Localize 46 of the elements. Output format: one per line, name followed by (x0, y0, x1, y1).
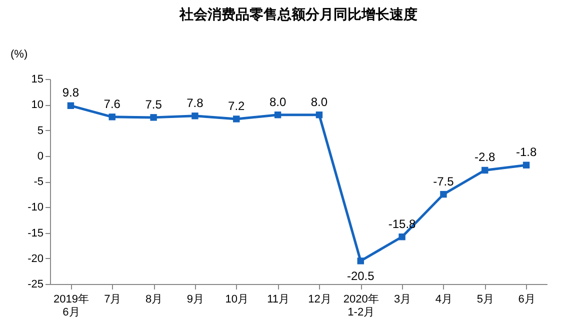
point (482, 166, 488, 174)
y-tick-label: 0 (37, 150, 44, 162)
y-tick-label: -15 (28, 227, 44, 240)
data-label: 7.8 (186, 96, 204, 110)
x-tick-label: 4月 (435, 294, 453, 306)
chart-title: 社会消费品零售总额分月同比增长速度 (178, 6, 418, 22)
x-tick-label: 11月 (267, 294, 290, 306)
y-tick-label: -10 (28, 202, 44, 214)
y-axis-title: (%) (10, 48, 28, 60)
point (192, 112, 198, 120)
point (440, 190, 447, 198)
x-tick-label: 6月 (518, 294, 536, 306)
point (67, 102, 74, 110)
y-tick-label: -25 (28, 278, 44, 290)
y-tick-label: 15 (31, 74, 44, 86)
data-label: 8.0 (310, 94, 328, 109)
y-tick-label: 5 (37, 124, 44, 137)
data-label: -2.8 (474, 150, 496, 164)
data-label: -7.5 (433, 174, 454, 188)
x-tick-label: 2020年 1-2月 (343, 294, 379, 318)
x-tick-label: 2019年 6月 (53, 294, 89, 318)
point (274, 112, 282, 118)
x-tick-label: 7月 (104, 294, 122, 306)
data-label: 7.5 (145, 97, 162, 112)
x-tick-label: 8月 (145, 294, 163, 306)
y-tick-label: 10 (31, 99, 44, 112)
data-label: 8.0 (269, 94, 286, 109)
point (233, 116, 240, 122)
point (108, 114, 116, 120)
x-tick-label: 12月 (308, 294, 332, 306)
data-label: 7.6 (104, 96, 121, 111)
point (150, 114, 157, 121)
data-label: -20.5 (346, 268, 375, 283)
point (316, 112, 323, 118)
y-tick-label: -5 (34, 176, 44, 188)
point (398, 233, 406, 240)
data-label: -1.8 (516, 145, 537, 160)
y-tick-label: -20 (28, 252, 44, 265)
x-tick-label: 9月 (186, 294, 204, 306)
x-tick-label: 5月 (476, 294, 494, 306)
x-tick-label: 10月 (225, 294, 248, 306)
data-label: 7.2 (228, 98, 246, 113)
point (522, 162, 530, 168)
data-label: 9.8 (62, 86, 80, 100)
x-tick-label: 3月 (394, 294, 412, 306)
point (357, 258, 364, 264)
